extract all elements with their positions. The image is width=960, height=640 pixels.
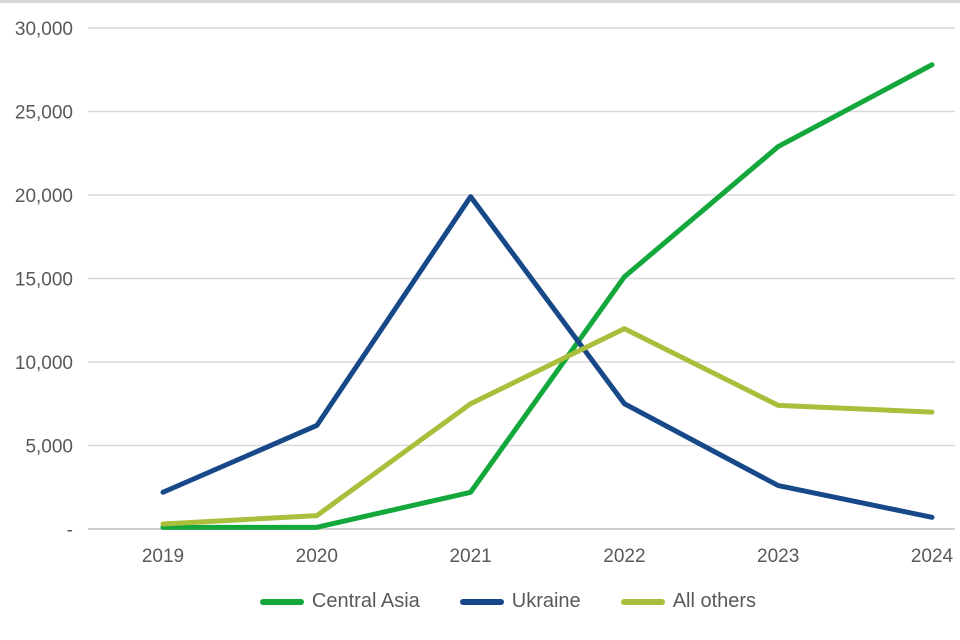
- legend-swatch-all-others: [620, 598, 665, 605]
- series-line-central-asia: [160, 62, 935, 530]
- x-tick-label: 2022: [603, 546, 645, 567]
- legend-item-ukraine: Ukraine: [459, 590, 581, 613]
- x-tick-label: 2024: [911, 546, 954, 567]
- legend-item-all-others: All others: [620, 590, 757, 613]
- y-tick-label: 30,000: [15, 19, 73, 40]
- legend-label-all-others: All others: [672, 590, 757, 612]
- x-tick-label: 2021: [449, 546, 491, 567]
- y-tick-label: 20,000: [15, 186, 73, 207]
- y-tick-label: 5,000: [25, 437, 73, 458]
- y-tick-label: 10,000: [15, 353, 73, 374]
- x-tick-label: 2019: [142, 546, 184, 567]
- series-line-all-others: [160, 326, 935, 527]
- legend-label-central-asia: Central Asia: [311, 590, 420, 612]
- legend-swatch-central-asia: [259, 598, 304, 605]
- top-border-line: [0, 0, 960, 3]
- legend-swatch-ukraine: [459, 598, 504, 605]
- y-tick-label: 25,000: [15, 103, 73, 124]
- legend-label-ukraine: Ukraine: [511, 590, 581, 612]
- x-tick-label: 2020: [296, 546, 338, 567]
- chart-legend: Central Asia Ukraine All others: [28, 590, 960, 613]
- y-tick-label: -: [67, 520, 73, 541]
- x-tick-label: 2023: [757, 546, 799, 567]
- legend-item-central-asia: Central Asia: [259, 590, 420, 613]
- y-tick-label: 15,000: [15, 270, 73, 291]
- plot-area: - 5,000 10,000 15,000 20,000 25,000 30,000 2019…: [15, 19, 955, 567]
- series-line-ukraine: [160, 194, 935, 520]
